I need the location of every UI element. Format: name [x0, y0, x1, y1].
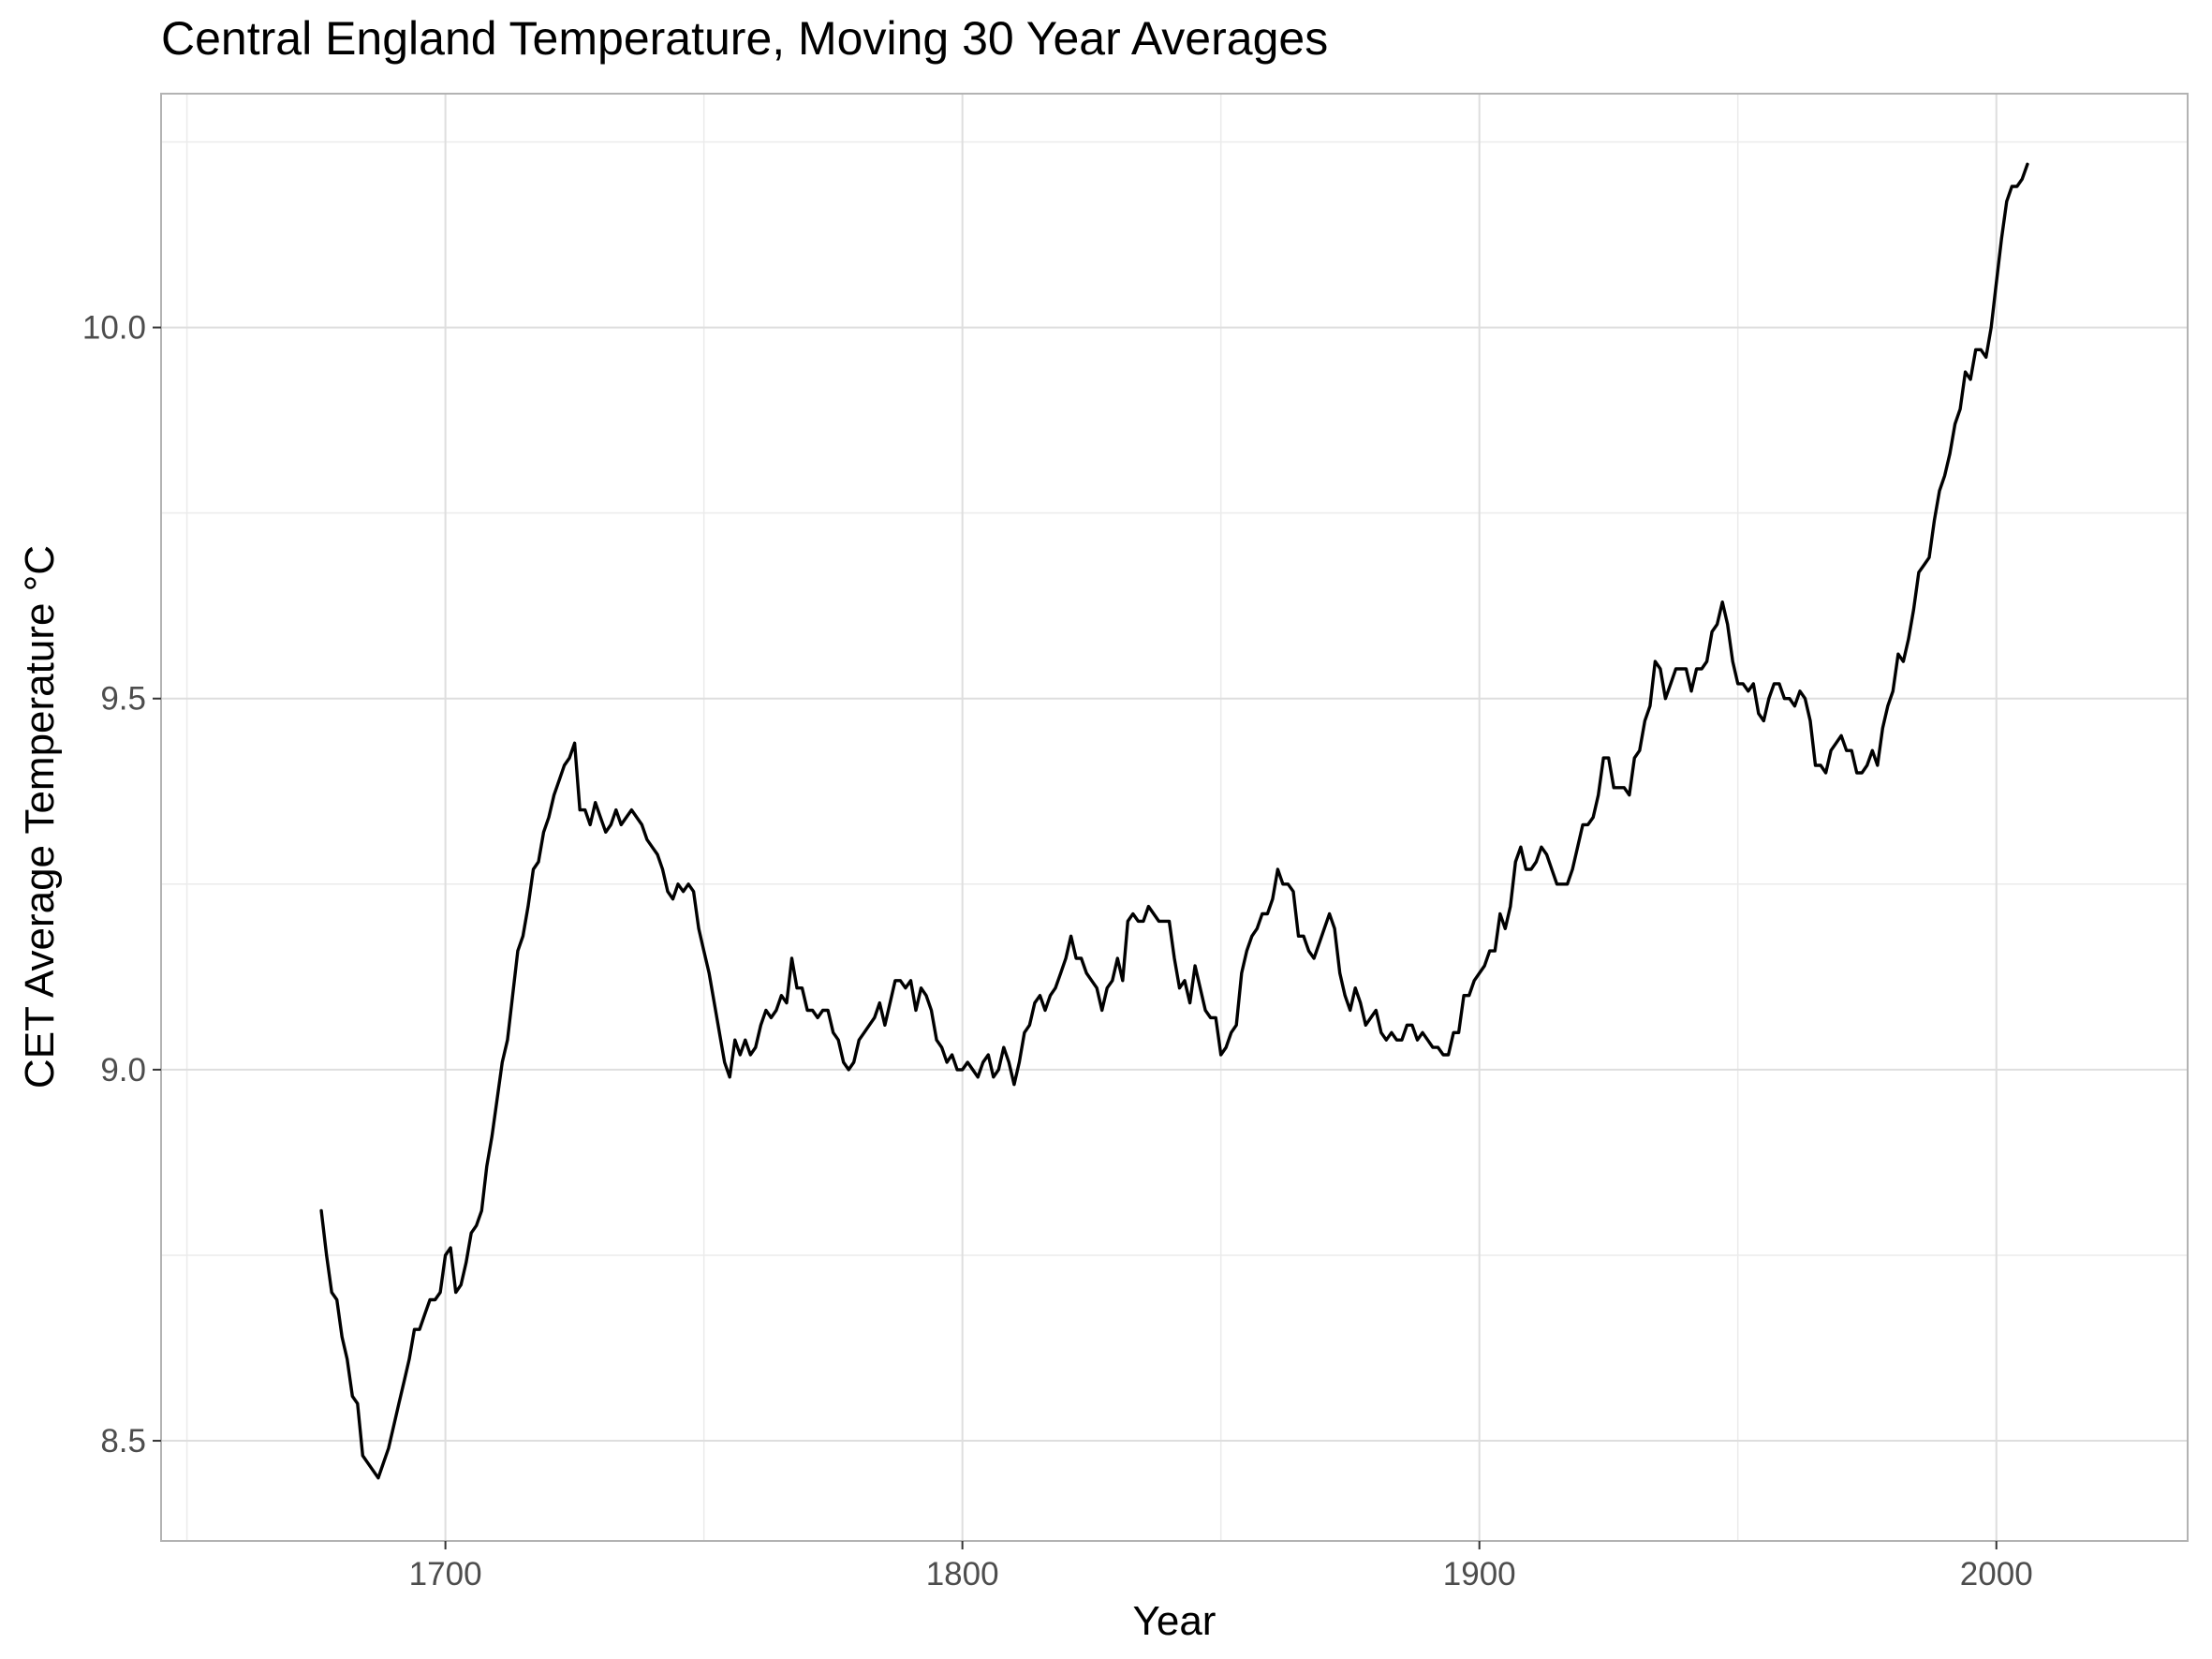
series-layer [319, 162, 2029, 1480]
x-axis: 1700 1800 1900 2000 [409, 1541, 2033, 1592]
chart-title: Central England Temperature, Moving 30 Y… [161, 12, 1328, 65]
y-axis-title: CET Average Temperature °C [17, 545, 63, 1089]
x-axis-title: Year [1133, 1598, 1217, 1644]
y-axis: 8.5 9.0 9.5 10.0 [82, 310, 161, 1459]
y-tick-label: 10.0 [82, 310, 146, 347]
y-tick-label: 9.0 [100, 1052, 146, 1089]
x-tick-label: 2000 [1960, 1556, 2033, 1592]
x-tick-label: 1800 [926, 1556, 999, 1592]
plot-panel-border [160, 93, 2189, 1542]
x-tick-label: 1700 [409, 1556, 482, 1592]
y-tick-label: 8.5 [100, 1423, 146, 1459]
y-tick-label: 9.5 [100, 681, 146, 718]
temperature-series-line [319, 162, 2029, 1480]
x-tick-label: 1900 [1443, 1556, 1516, 1592]
gridlines [161, 94, 2188, 1541]
